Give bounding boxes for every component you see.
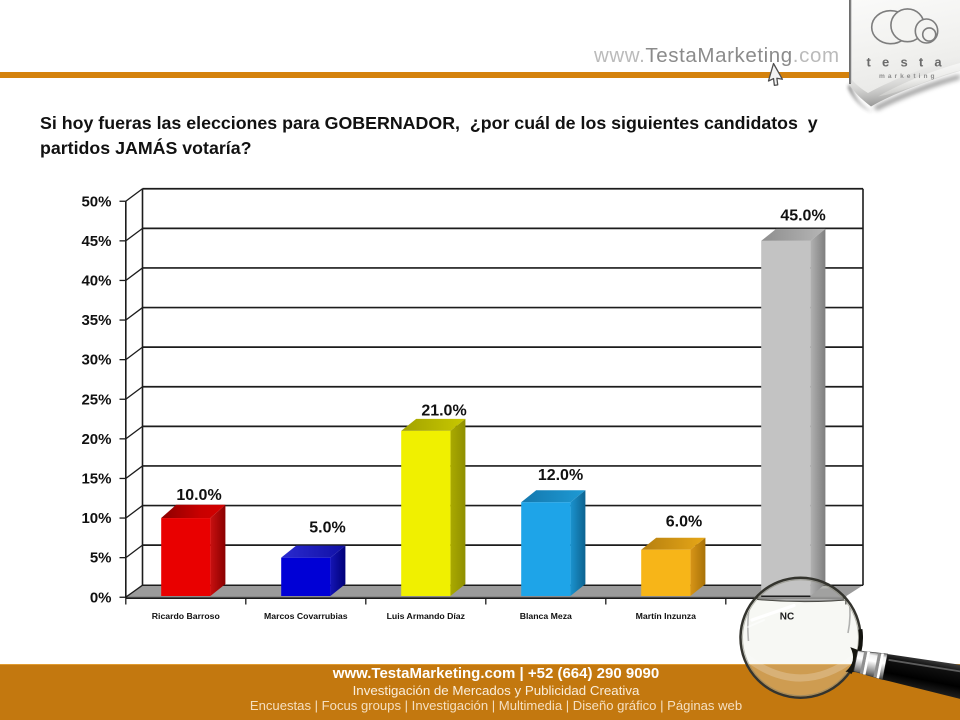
svg-text:Martín Inzunza: Martín Inzunza: [636, 611, 696, 621]
svg-text:45%: 45%: [81, 233, 111, 250]
svg-text:Luis Armando Díaz: Luis Armando Díaz: [387, 611, 466, 621]
svg-text:6.0%: 6.0%: [666, 514, 702, 531]
svg-text:5.0%: 5.0%: [309, 520, 345, 537]
svg-text:Blanca Meza: Blanca Meza: [520, 611, 572, 621]
svg-text:marketing: marketing: [879, 73, 938, 80]
svg-text:15%: 15%: [81, 470, 111, 487]
svg-text:45.0%: 45.0%: [780, 208, 825, 225]
svg-text:30%: 30%: [81, 352, 111, 369]
svg-text:25%: 25%: [81, 391, 111, 408]
svg-text:35%: 35%: [81, 312, 111, 329]
svg-text:testa: testa: [867, 55, 953, 70]
svg-text:12.0%: 12.0%: [538, 467, 583, 484]
svg-text:10%: 10%: [81, 510, 111, 527]
svg-text:0%: 0%: [90, 589, 112, 606]
svg-text:40%: 40%: [81, 272, 111, 289]
svg-text:50%: 50%: [81, 193, 111, 210]
svg-text:5%: 5%: [90, 550, 112, 567]
svg-text:Marcos Covarrubias: Marcos Covarrubias: [264, 611, 348, 621]
svg-text:20%: 20%: [81, 431, 111, 448]
svg-text:Ricardo Barroso: Ricardo Barroso: [152, 611, 220, 621]
svg-text:21.0%: 21.0%: [421, 403, 466, 420]
svg-text:NC: NC: [780, 612, 794, 623]
svg-text:10.0%: 10.0%: [176, 487, 221, 504]
